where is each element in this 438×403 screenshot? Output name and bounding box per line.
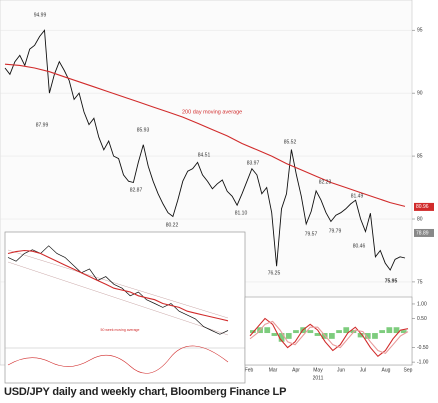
price-label: 94.99: [34, 12, 47, 18]
ma-label: 50 week moving average: [101, 328, 140, 332]
histogram-bar: [314, 333, 321, 336]
chart: 95 90 85 80 75 94.99 87.99 85.93 82.87 80.22 84.51…: [0, 0, 434, 384]
y-tick-label: 1.00: [417, 301, 427, 307]
x-tick-label: Apr: [292, 367, 300, 373]
price-tag-label: 78.89: [416, 230, 429, 236]
x-tick-label: Jul: [360, 367, 366, 373]
price-label: 82.87: [130, 187, 143, 193]
price-label: 76.25: [268, 270, 281, 276]
y-tick-label: 75: [417, 279, 423, 285]
histogram-bar: [357, 333, 364, 338]
trend-line: [7, 261, 229, 336]
x-tick-label: Mar: [269, 367, 278, 373]
histogram-bar: [250, 330, 256, 334]
series-line: [4, 63, 406, 207]
histogram-bar: [364, 333, 371, 339]
x-tick-label: Sep: [404, 367, 413, 373]
price-label: 87.99: [36, 122, 49, 128]
price-label: 81.49: [351, 193, 364, 199]
inset-macd: [7, 345, 229, 374]
histogram-bar: [393, 327, 400, 334]
y-tick-label: 0.50: [417, 316, 427, 322]
ma-label: 200 day moving average: [182, 109, 242, 115]
histogram-bar: [386, 327, 393, 334]
series-line: [249, 320, 409, 355]
x-tick-label: May: [313, 367, 323, 373]
price-label: 79.57: [305, 231, 318, 237]
series-line: [7, 245, 229, 335]
x-tick-label: Aug: [382, 367, 391, 373]
histogram-bar: [271, 333, 278, 336]
y-tick-label: -1.00: [417, 359, 429, 365]
price-label: 83.97: [247, 160, 260, 166]
histogram-bar: [336, 330, 342, 334]
caption: USD/JPY daily and weekly chart, Bloomber…: [4, 386, 287, 398]
price-label: 84.51: [198, 152, 211, 158]
histogram-bar: [343, 327, 350, 334]
price-label: 81.10: [235, 210, 248, 216]
price-label: 75.95: [385, 278, 398, 284]
y-tick-label: 85: [417, 153, 423, 159]
histogram-bar: [372, 333, 378, 339]
series-line: [249, 317, 409, 358]
histogram-bar: [379, 330, 386, 334]
inset-frame: [4, 231, 246, 384]
histogram-bar: [278, 333, 285, 342]
trend-line: [7, 249, 229, 319]
price-tag: [414, 202, 434, 211]
y-tick-label: -0.50: [417, 345, 429, 351]
histogram-bar: [264, 327, 271, 334]
price-label: 80.46: [353, 243, 366, 249]
histogram-bar: [400, 330, 407, 334]
price-label: 85.52: [284, 139, 297, 145]
histogram-bar: [285, 333, 292, 339]
price-label: 85.93: [137, 127, 150, 133]
histogram-bar: [307, 330, 314, 334]
price-tag: [414, 228, 434, 237]
y-tick-label: 90: [417, 90, 423, 96]
histogram-bar: [329, 333, 335, 339]
y-tick-label: 95: [417, 28, 423, 34]
series-line: [7, 249, 229, 322]
y-tick-label: 80: [417, 216, 423, 222]
price-label: 79.79: [329, 228, 342, 234]
series-line: [4, 29, 406, 271]
price-tag-label: 80.96: [416, 204, 429, 210]
price-label: 80.22: [166, 222, 179, 228]
x-tick-label: Feb: [245, 367, 254, 373]
histogram-bar: [293, 330, 299, 334]
year-label: 2011: [313, 375, 324, 381]
x-tick-label: Jun: [337, 367, 345, 373]
price-label: 82.23: [319, 179, 332, 185]
